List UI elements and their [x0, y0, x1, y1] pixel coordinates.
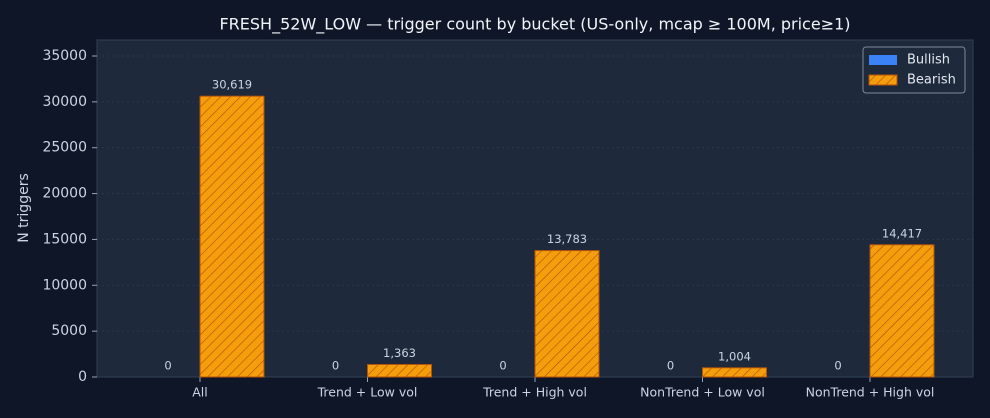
x-tick-label: Trend + Low vol — [317, 385, 418, 400]
value-label: 1,004 — [718, 349, 751, 363]
y-tick-label: 30000 — [42, 94, 87, 110]
y-tick-label: 10000 — [42, 277, 87, 293]
y-tick-label: 20000 — [42, 186, 87, 202]
chart-title: FRESH_52W_LOW — trigger count by bucket … — [219, 15, 850, 35]
value-label: 14,417 — [882, 226, 922, 240]
y-tick-label: 25000 — [42, 140, 87, 156]
value-label: 0 — [332, 359, 339, 373]
value-label: 0 — [164, 359, 171, 373]
value-label: 13,783 — [547, 232, 587, 246]
y-tick-label: 15000 — [42, 231, 87, 247]
value-label: 0 — [834, 359, 841, 373]
bar-hatch — [367, 364, 432, 377]
x-tick-label: NonTrend + Low vol — [640, 385, 765, 400]
legend-swatch — [869, 55, 897, 65]
x-tick-label: NonTrend + High vol — [806, 385, 935, 400]
y-axis-label: N triggers — [16, 173, 32, 243]
bar-hatch — [702, 367, 767, 377]
value-label: 0 — [667, 359, 674, 373]
legend-swatch-hatch — [869, 75, 897, 85]
y-tick-label: 0 — [78, 369, 87, 385]
x-tick-label: All — [192, 385, 208, 400]
bar-hatch — [870, 244, 934, 377]
y-tick-label: 5000 — [51, 323, 87, 339]
x-tick-label: Trend + High vol — [482, 385, 587, 400]
legend-label: Bearish — [907, 73, 956, 88]
value-label: 0 — [499, 359, 506, 373]
value-label: 30,619 — [212, 78, 252, 92]
value-label: 1,363 — [383, 346, 416, 360]
bar-hatch — [535, 250, 599, 377]
legend-label: Bullish — [907, 53, 950, 68]
bar-hatch — [200, 96, 264, 377]
y-tick-label: 35000 — [42, 48, 87, 64]
